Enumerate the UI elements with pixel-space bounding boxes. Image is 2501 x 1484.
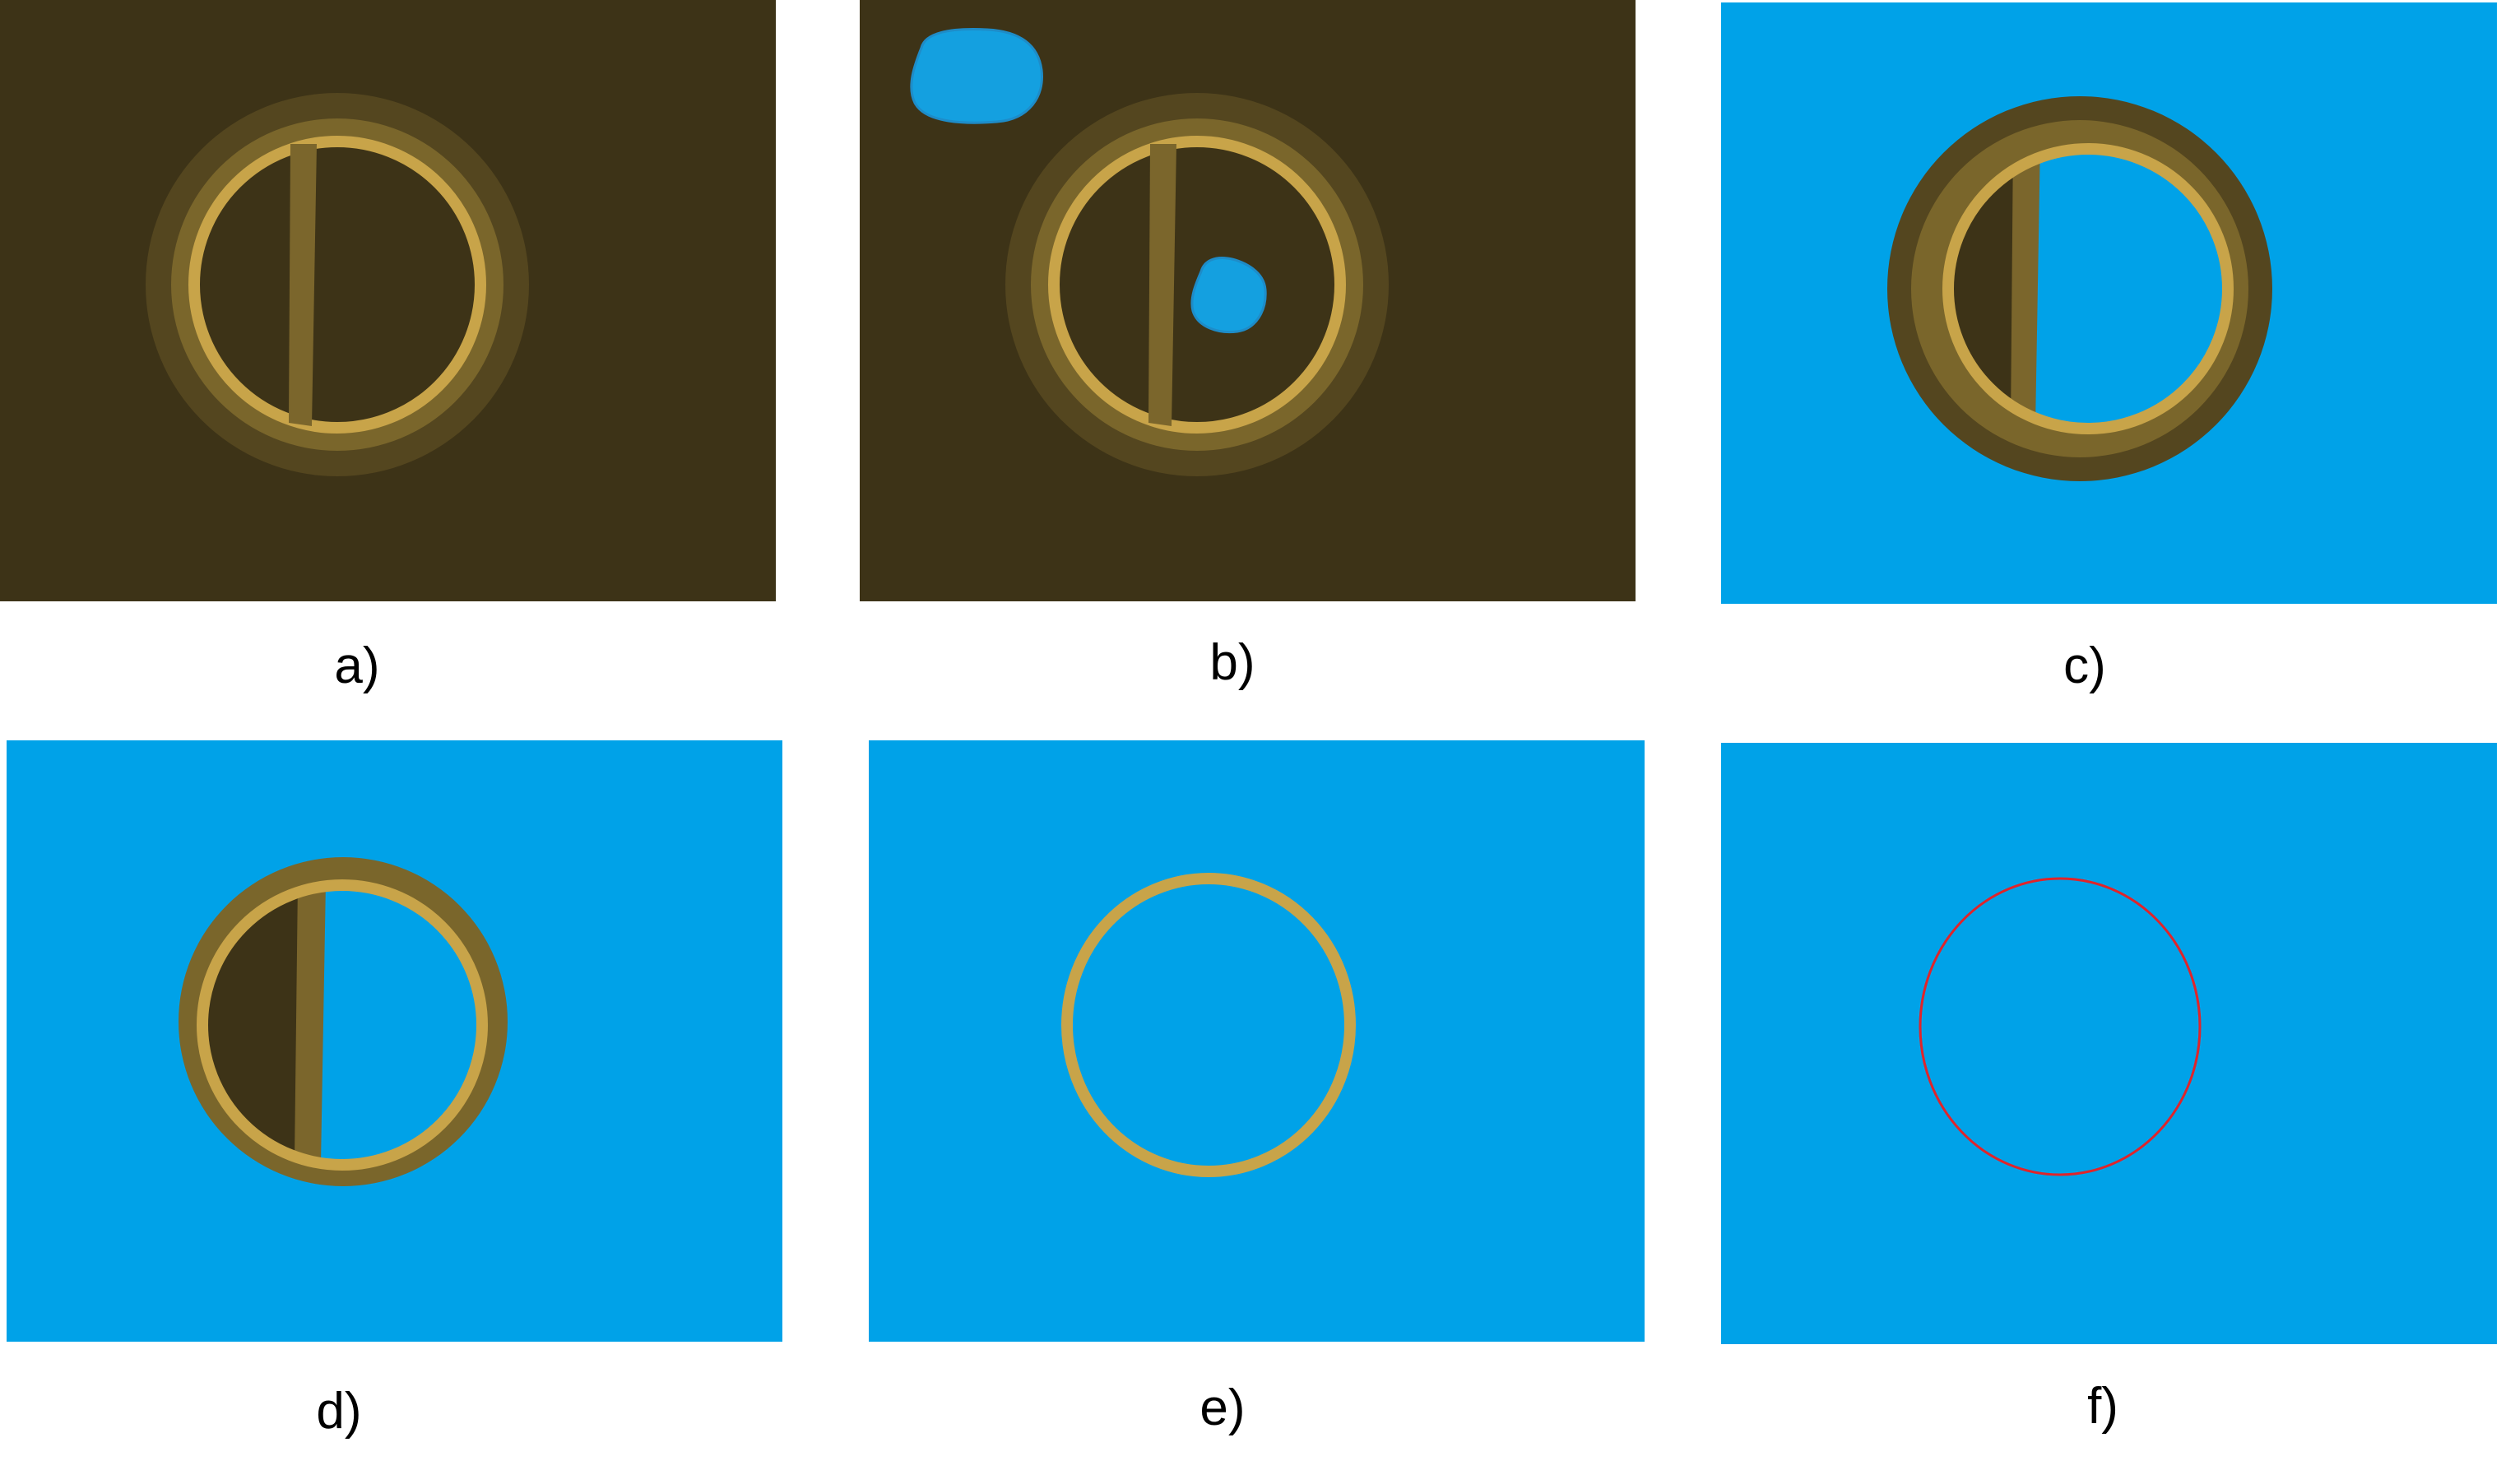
panel-f [1721, 743, 2497, 1344]
panel-d-gold-ring [197, 879, 488, 1171]
panel-b [860, 0, 1636, 601]
panel-e-background [869, 740, 1645, 1342]
panel-a-rod [289, 144, 317, 426]
panel-b-blue-blob-large [910, 28, 1043, 124]
panel-f-label: f) [2087, 1378, 2118, 1435]
panel-c-rod [2011, 149, 2040, 428]
panel-e [869, 740, 1645, 1342]
panel-b-rod [1148, 144, 1176, 426]
panel-c-gold-ring [1942, 143, 2234, 434]
panel-d-rod [295, 885, 326, 1163]
panel-c-label: c) [2063, 638, 2106, 694]
panel-d-dark-region [202, 885, 300, 1165]
panel-f-background [1721, 743, 2497, 1344]
panel-b-gold-ring [1048, 136, 1346, 434]
panel-d [7, 740, 782, 1342]
panel-c [1721, 2, 2497, 604]
panel-e-gold-ring [1061, 873, 1356, 1177]
panel-a-label: a) [334, 638, 379, 694]
panel-d-label: d) [316, 1383, 361, 1440]
panel-f-red-circle [1919, 877, 2202, 1176]
panel-e-label: e) [1199, 1380, 1245, 1436]
panel-b-blue-blob-small [1190, 257, 1267, 334]
panel-a-gold-ring [188, 136, 486, 434]
panel-b-label: b) [1209, 634, 1255, 691]
panel-c-dark-region [1948, 149, 2026, 429]
panel-a-inner-disk [194, 141, 480, 428]
panel-a [0, 0, 776, 601]
